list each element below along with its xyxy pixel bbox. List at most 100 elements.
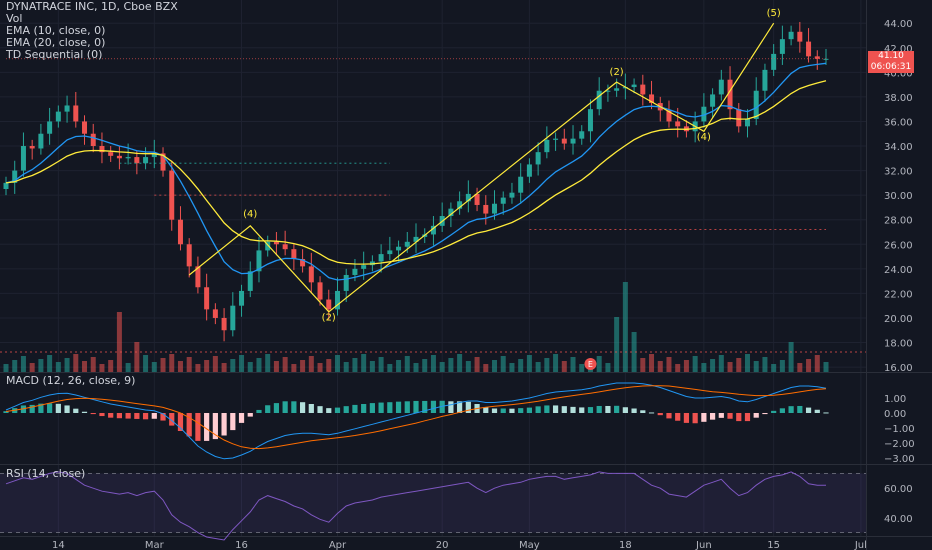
macd-hist-bar	[509, 408, 515, 413]
volume-bar	[169, 354, 175, 372]
rsi-tick-label: 60.00	[884, 484, 913, 495]
candle-body	[509, 192, 515, 198]
legend-rsi[interactable]: RSI (14, close)	[6, 467, 86, 480]
candle-body	[526, 164, 532, 177]
candle-body	[744, 118, 750, 127]
time-tick-label: Mar	[145, 540, 165, 550]
ema-10-line	[5, 62, 827, 281]
candle-body	[378, 254, 384, 262]
last-price-tag: 41.10	[868, 51, 914, 62]
volume-bar	[378, 357, 384, 372]
legend-macd[interactable]: MACD (12, 26, close, 9)	[6, 374, 136, 387]
volume-bar	[265, 354, 271, 372]
macd-hist-bar	[640, 410, 646, 413]
rsi-legend[interactable]: RSI (14, close)	[6, 468, 85, 480]
macd-hist-bar	[404, 401, 410, 413]
volume-bar	[221, 363, 227, 372]
volume-bar	[361, 354, 367, 372]
candle-body	[561, 138, 567, 144]
legend-ema10[interactable]: EMA (10, close, 0)	[6, 24, 106, 37]
time-tick-label: 15	[767, 540, 780, 550]
macd-hist-bar	[29, 404, 35, 413]
volume-bar	[343, 362, 349, 372]
macd-hist-bar	[483, 407, 489, 413]
candle-body	[20, 146, 26, 171]
candle-body	[762, 69, 768, 91]
volume-bar	[29, 363, 35, 372]
candle-body	[710, 94, 716, 107]
time-tick-label: 14	[52, 540, 65, 550]
macd-tick-label: 1.00	[884, 394, 906, 405]
macd-tick-label: 0.00	[884, 409, 906, 420]
volume-bar	[465, 361, 471, 372]
candle-body	[823, 58, 829, 60]
candle-body	[221, 317, 227, 331]
candles	[3, 21, 829, 342]
macd-hist-bar	[195, 413, 201, 441]
candle-body	[631, 84, 637, 88]
macd-hist-bar	[387, 402, 393, 413]
volume-bar	[570, 357, 576, 372]
volume-bar	[230, 359, 236, 372]
volume-bar	[387, 364, 393, 372]
macd-hist-bar	[221, 413, 227, 436]
volume-bar	[55, 362, 61, 372]
volume-bar	[492, 360, 498, 372]
time-tick-label: 18	[619, 540, 632, 550]
macd-legend[interactable]: MACD (12, 26, close, 9)	[6, 375, 135, 387]
candle-body	[500, 197, 506, 204]
symbol-title[interactable]: DYNATRACE INC, 1D, Cboe BZX	[6, 0, 178, 13]
candle-body	[334, 290, 340, 310]
macd-hist-bar	[299, 402, 306, 413]
candle-body	[797, 31, 803, 42]
candle-body	[570, 138, 576, 144]
macd-hist-bar	[3, 411, 9, 413]
volume-bar	[308, 356, 314, 372]
candle-body	[483, 204, 489, 214]
volume-bar	[160, 358, 166, 372]
candle-body	[177, 219, 183, 245]
volume-bar	[605, 363, 611, 372]
macd-hist-bar	[727, 413, 733, 419]
macd-hist-bar	[439, 400, 445, 413]
macd-hist-bar	[125, 413, 131, 419]
macd-hist-bar	[692, 413, 698, 424]
volume-bar	[282, 357, 288, 372]
legend-ema20[interactable]: EMA (20, close, 0)	[6, 36, 106, 49]
volume-bar	[3, 364, 9, 372]
candle-body	[343, 274, 349, 291]
macd-hist-bar	[116, 413, 123, 419]
legend-td-sequential[interactable]: TD Sequential (0)	[6, 48, 103, 61]
macd-hist-bar	[38, 403, 44, 413]
volume-bar	[195, 364, 201, 372]
volume-bar	[561, 361, 567, 372]
volume-bar	[369, 361, 375, 372]
volume-bar	[666, 357, 672, 372]
volume-bar	[73, 354, 79, 372]
macd-hist-bar	[73, 408, 79, 413]
volume-bar	[614, 317, 620, 372]
macd-hist-bar	[142, 413, 149, 420]
volume-bar	[483, 364, 489, 372]
candle-body	[753, 90, 759, 119]
volume-bar	[404, 356, 410, 372]
macd-hist-bar	[552, 405, 559, 413]
legend-vol[interactable]: Vol	[6, 12, 23, 25]
gridlines	[0, 0, 866, 536]
macd-hist-bar	[343, 406, 349, 413]
macd-tick-label: −2.00	[884, 439, 915, 450]
volume-bar	[134, 342, 140, 372]
volume-bar	[430, 355, 436, 372]
candle-body	[387, 250, 393, 255]
macd-hist-bar	[805, 407, 812, 413]
macd-hist-bar	[369, 403, 375, 413]
macd-hist-bar	[823, 412, 829, 414]
macd-hist-bar	[683, 413, 690, 423]
volume-bar	[544, 358, 550, 372]
candle-body	[518, 176, 524, 193]
macd-hist-bar	[622, 407, 628, 413]
price-tick-label: 42.00	[884, 44, 913, 55]
volume-bar	[727, 362, 733, 372]
macd-hist-bar	[779, 408, 785, 413]
